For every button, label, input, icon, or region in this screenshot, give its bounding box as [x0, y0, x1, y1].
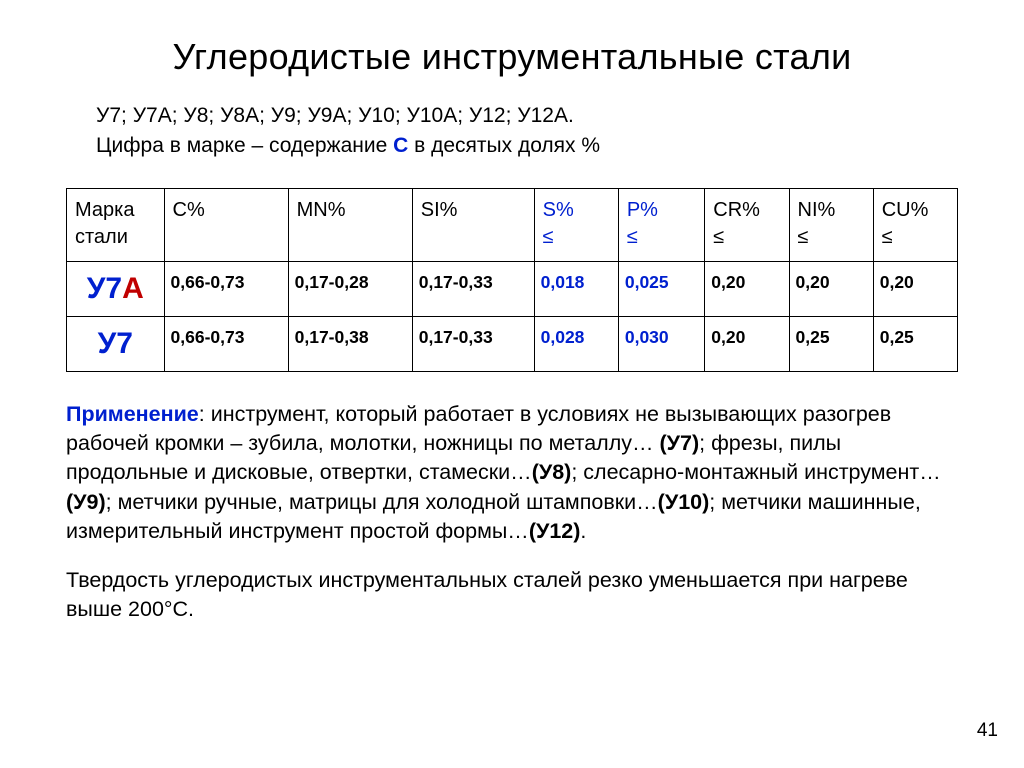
subtitle-post: в десятых долях % [408, 134, 600, 157]
value-cell: 0,25 [789, 317, 873, 372]
table-header-cell: C% [164, 189, 288, 262]
table-body: У7А0,66-0,730,17-0,280,17-0,330,0180,025… [67, 262, 958, 372]
app-seg4: ; метчики ручные, матрицы для холодной ш… [106, 490, 658, 514]
page-number: 41 [977, 720, 998, 742]
value-cell: 0,20 [705, 262, 789, 317]
value-cell: 0,20 [873, 262, 957, 317]
table-header-cell: CR%≤ [705, 189, 789, 262]
value-cell: 0,17-0,33 [412, 262, 534, 317]
table-header-cell: MN% [288, 189, 412, 262]
value-cell: 0,20 [705, 317, 789, 372]
table-header-cell: SI% [412, 189, 534, 262]
value-cell: 0,030 [618, 317, 704, 372]
table-header-cell: P%≤ [618, 189, 704, 262]
table-header-row: Марка сталиC%MN%SI%S%≤P%≤CR%≤NI%≤CU%≤ [67, 189, 958, 262]
grade-cell: У7 [67, 317, 165, 372]
app-grade-u7: (У7) [659, 431, 699, 455]
value-cell: 0,66-0,73 [164, 262, 288, 317]
table-header-cell: Марка стали [67, 189, 165, 262]
value-cell: 0,018 [534, 262, 618, 317]
value-cell: 0,17-0,33 [412, 317, 534, 372]
subtitle: Цифра в марке – содержание С в десятых д… [96, 134, 958, 158]
subtitle-carbon-symbol: С [393, 134, 408, 157]
value-cell: 0,17-0,38 [288, 317, 412, 372]
page-title: Углеродистые инструментальные стали [66, 36, 958, 78]
table-header-cell: S%≤ [534, 189, 618, 262]
subtitle-pre: Цифра в марке – содержание [96, 134, 393, 157]
value-cell: 0,66-0,73 [164, 317, 288, 372]
table-row: У7А0,66-0,730,17-0,280,17-0,330,0180,025… [67, 262, 958, 317]
table-header-cell: NI%≤ [789, 189, 873, 262]
app-tail: . [580, 519, 586, 543]
value-cell: 0,25 [873, 317, 957, 372]
value-cell: 0,17-0,28 [288, 262, 412, 317]
app-grade-u10: (У10) [658, 490, 710, 514]
app-grade-u12: (У12) [529, 519, 581, 543]
value-cell: 0,025 [618, 262, 704, 317]
grade-cell: У7А [67, 262, 165, 317]
hardness-note: Твердость углеродистых инструментальных … [66, 566, 958, 624]
table-header-cell: CU%≤ [873, 189, 957, 262]
grades-list: У7; У7А; У8; У8А; У9; У9А; У10; У10А; У1… [96, 104, 958, 128]
app-grade-u8: (У8) [532, 460, 572, 484]
application-text: Применение: инструмент, который работает… [66, 400, 958, 546]
value-cell: 0,028 [534, 317, 618, 372]
application-lead: Применение [66, 402, 199, 426]
table-row: У70,66-0,730,17-0,380,17-0,330,0280,0300… [67, 317, 958, 372]
app-grade-u9: (У9) [66, 490, 106, 514]
value-cell: 0,20 [789, 262, 873, 317]
composition-table: Марка сталиC%MN%SI%S%≤P%≤CR%≤NI%≤CU%≤ У7… [66, 188, 958, 372]
app-seg3: ; слесарно-монтажный инструмент… [571, 460, 940, 484]
